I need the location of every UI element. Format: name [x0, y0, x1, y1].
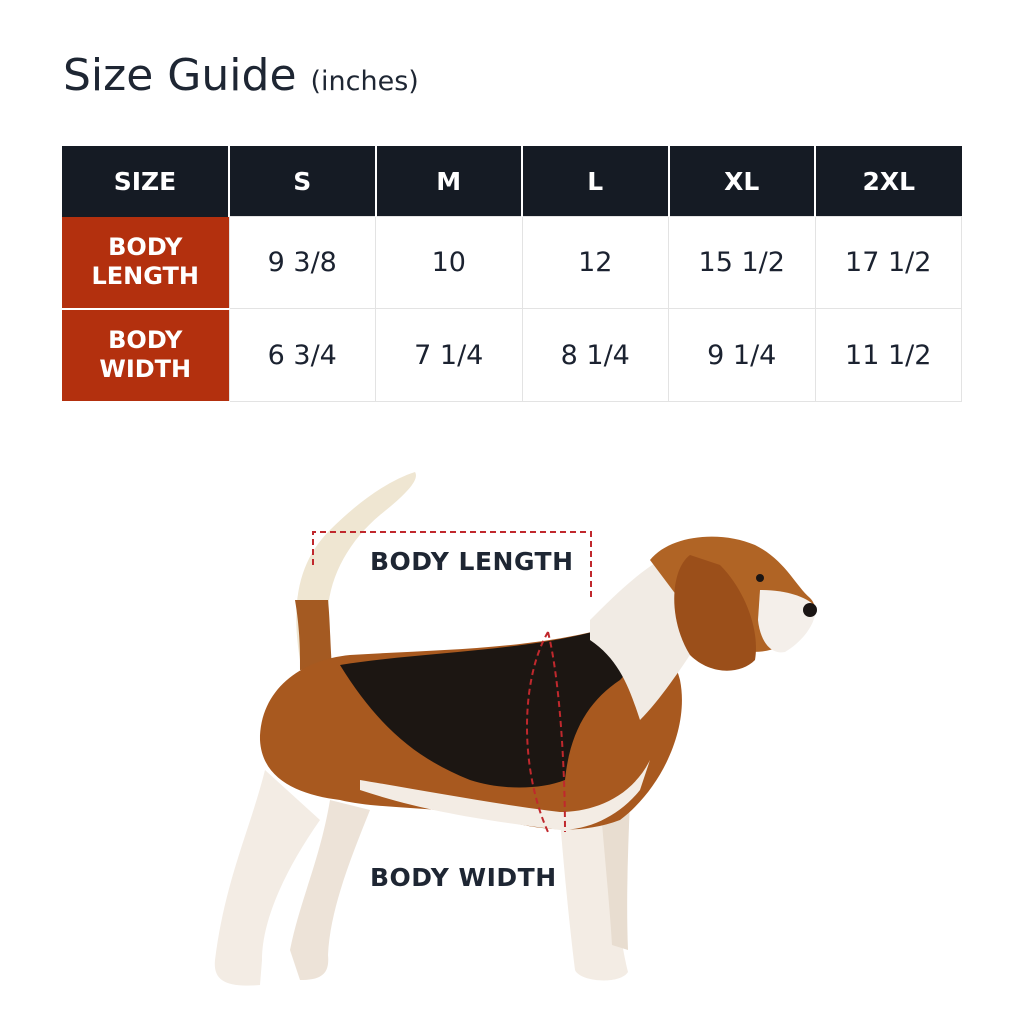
- row-label: BODY WIDTH: [62, 308, 229, 403]
- dog-belly: [360, 760, 650, 830]
- header-cell: M: [374, 146, 522, 217]
- row-label-line: BODY: [108, 233, 183, 261]
- table-cell: 8 1/4: [521, 308, 669, 402]
- title-text: Size Guide: [63, 50, 297, 101]
- dog-saddle: [340, 630, 631, 788]
- row-label-line: LENGTH: [91, 262, 199, 290]
- table-cell: 17 1/2: [814, 216, 962, 309]
- header-cell: 2XL: [814, 146, 962, 217]
- table-cell: 7 1/4: [375, 308, 523, 402]
- header-cell: L: [521, 146, 669, 217]
- page-title: Size Guide (inches): [63, 50, 419, 101]
- table-header-row: SIZE S M L XL 2XL: [62, 146, 962, 217]
- dog-front-leg-2: [600, 800, 630, 950]
- dog-tail-base: [295, 600, 332, 670]
- table-cell: 10: [375, 216, 523, 309]
- table-cell: 12: [521, 216, 669, 309]
- body-width-dashed-loop: [526, 631, 566, 833]
- table-row: BODY LENGTH 9 3/8 10 12 15 1/2 17 1/2: [62, 216, 962, 310]
- dog-muzzle: [758, 590, 816, 653]
- table-cell: 6 3/4: [228, 308, 376, 402]
- title-unit: (inches): [310, 66, 419, 97]
- table-cell: 9 3/8: [228, 216, 376, 309]
- dog-hind-leg-2: [290, 800, 370, 980]
- dog-eye: [756, 574, 764, 582]
- header-cell: XL: [667, 146, 815, 217]
- dog-ear: [674, 555, 756, 671]
- table-cell: 9 1/4: [668, 308, 816, 402]
- table-cell: 15 1/2: [668, 216, 816, 309]
- dog-nose: [803, 603, 817, 617]
- row-label: BODY LENGTH: [62, 216, 229, 310]
- header-cell: SIZE: [62, 146, 229, 217]
- dog-hind-leg: [214, 770, 320, 986]
- row-label-line: BODY: [108, 326, 183, 354]
- header-cell: S: [228, 146, 376, 217]
- size-table: SIZE S M L XL 2XL BODY LENGTH 9 3/8 10 12…: [62, 146, 962, 403]
- body-length-label: BODY LENGTH: [370, 547, 574, 576]
- body-width-label: BODY WIDTH: [370, 863, 557, 892]
- table-row: BODY WIDTH 6 3/4 7 1/4 8 1/4 9 1/4 11 1/2: [62, 308, 962, 403]
- table-cell: 11 1/2: [814, 308, 962, 402]
- body-length-dashed-bracket: [312, 531, 592, 600]
- row-label-line: WIDTH: [99, 355, 192, 383]
